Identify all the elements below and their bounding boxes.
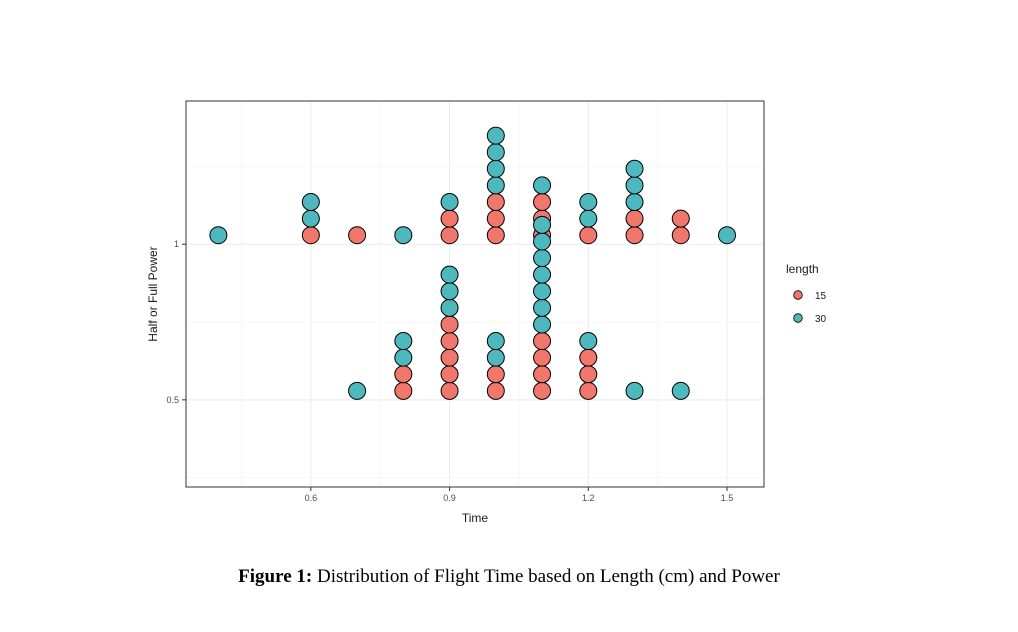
dot-length-15 <box>394 365 413 384</box>
dot-length-15 <box>486 192 505 211</box>
dot-length-15 <box>348 226 367 245</box>
x-tick-label: 0.6 <box>305 493 318 503</box>
dot-length-30 <box>625 381 644 400</box>
dot-length-15 <box>533 192 552 211</box>
legend: length 15 30 <box>786 262 827 325</box>
plot-panel-border <box>185 100 765 488</box>
dot-length-15 <box>625 209 644 228</box>
dot-length-30 <box>533 282 552 301</box>
y-tick-label: 0.5 <box>166 395 179 405</box>
x-axis-title: Time <box>462 511 489 525</box>
dot-length-30 <box>625 176 644 195</box>
dot-length-30 <box>625 159 644 178</box>
dot-length-30 <box>486 176 505 195</box>
dot-length-30 <box>486 332 505 351</box>
dot-length-15 <box>440 381 459 400</box>
dot-length-15 <box>533 348 552 367</box>
dot-plot-chart: 0.6 0.9 1.2 1.5 0.5 1 Time Half or Full Power… <box>146 100 827 525</box>
tick-marks: 0.6 0.9 1.2 1.5 0.5 1 <box>166 239 733 503</box>
dot-length-30 <box>718 226 737 245</box>
dot-length-30 <box>486 126 505 145</box>
dot-length-15 <box>440 348 459 367</box>
x-tick-label: 0.9 <box>443 493 456 503</box>
dot-length-15 <box>579 226 598 245</box>
dot-length-30 <box>394 226 413 245</box>
dot-length-30 <box>625 192 644 211</box>
dot-length-30 <box>440 298 459 317</box>
legend-key-15 <box>793 290 803 300</box>
dot-length-15 <box>533 332 552 351</box>
dot-length-30 <box>533 265 552 284</box>
dot-length-30 <box>533 176 552 195</box>
dot-length-30 <box>579 209 598 228</box>
dot-length-30 <box>301 192 320 211</box>
dot-length-30 <box>394 348 413 367</box>
dot-length-15 <box>486 381 505 400</box>
plot-panel-background <box>186 101 764 487</box>
dot-length-15 <box>486 226 505 245</box>
dot-length-15 <box>440 332 459 351</box>
dot-length-30 <box>533 298 552 317</box>
dot-length-30 <box>671 381 690 400</box>
dot-length-30 <box>348 381 367 400</box>
dot-length-30 <box>579 332 598 351</box>
dot-length-15 <box>301 226 320 245</box>
dot-length-15 <box>440 365 459 384</box>
dot-length-15 <box>671 209 690 228</box>
dot-length-15 <box>533 381 552 400</box>
dot-length-15 <box>671 226 690 245</box>
dot-length-30 <box>301 209 320 228</box>
dot-length-30 <box>533 215 552 234</box>
dot-length-30 <box>533 249 552 268</box>
dot-length-15 <box>625 226 644 245</box>
dot-length-30 <box>533 232 552 251</box>
y-axis-title: Half or Full Power <box>146 246 160 341</box>
dot-length-15 <box>440 315 459 334</box>
dot-length-30 <box>533 315 552 334</box>
dot-length-30 <box>209 226 228 245</box>
dot-length-30 <box>486 348 505 367</box>
dot-length-15 <box>440 209 459 228</box>
legend-key-30 <box>793 313 803 323</box>
figure-caption-text: Distribution of Flight Time based on Len… <box>312 566 780 587</box>
dot-length-30 <box>440 192 459 211</box>
dot-length-30 <box>486 159 505 178</box>
dot-length-30 <box>440 265 459 284</box>
dot-length-30 <box>486 143 505 162</box>
legend-label-30: 30 <box>815 314 827 325</box>
legend-label-15: 15 <box>815 291 827 302</box>
dot-layer <box>209 126 737 400</box>
dot-length-15 <box>579 348 598 367</box>
dot-length-15 <box>579 381 598 400</box>
dot-length-15 <box>440 226 459 245</box>
figure-caption: Figure 1: Distribution of Flight Time ba… <box>0 566 1018 588</box>
dot-length-30 <box>394 332 413 351</box>
legend-title: length <box>786 262 819 276</box>
dot-length-30 <box>579 192 598 211</box>
x-tick-label: 1.5 <box>721 493 734 503</box>
dot-length-15 <box>486 209 505 228</box>
dot-length-30 <box>440 282 459 301</box>
dot-length-15 <box>579 365 598 384</box>
x-tick-label: 1.2 <box>582 493 595 503</box>
dot-length-15 <box>394 381 413 400</box>
figure-caption-label: Figure 1: <box>238 566 313 587</box>
dot-length-15 <box>533 365 552 384</box>
dot-length-15 <box>486 365 505 384</box>
y-tick-label: 1 <box>174 239 179 249</box>
